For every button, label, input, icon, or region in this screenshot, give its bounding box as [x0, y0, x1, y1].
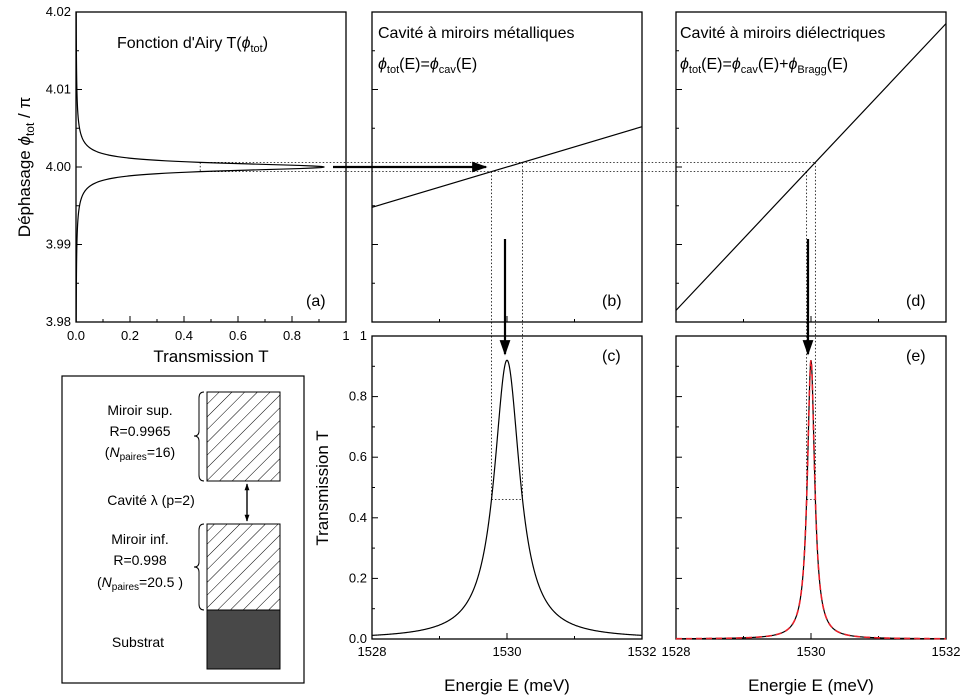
dielectric-title: Cavité à miroirs diélectriques [680, 25, 885, 42]
panel-e-frame [675, 335, 947, 640]
x-axis-label-a: Transmission T [153, 347, 268, 366]
y-tick-label: 0.2 [349, 570, 367, 585]
x-tick-label: 1528 [662, 644, 691, 659]
top-mirror-pairs: (Npaires=16) [105, 444, 175, 463]
top-mirror-label: Miroir sup. [107, 402, 172, 418]
panel-label-a: (a) [306, 293, 326, 310]
x-tick-label: 1528 [358, 644, 387, 659]
airy-curve [75, 12, 325, 322]
bottom-brace [193, 523, 205, 611]
y-tick-label: 4.02 [46, 4, 71, 19]
cavity-label: Cavité λ (p=2) [107, 492, 195, 508]
x-tick-label: 0.2 [121, 328, 139, 343]
panel-label-c: (c) [602, 348, 621, 365]
y-tick-label: 3.98 [46, 314, 71, 329]
x-tick-label: 1530 [797, 644, 826, 659]
y-tick-label: 0.4 [349, 510, 367, 525]
y-tick-label: 4.00 [46, 159, 71, 174]
dielectric-formula: ϕtot(E)=ϕcav(E)+ϕBragg(E) [680, 56, 848, 76]
fit-curve-e [675, 360, 947, 640]
x-axis-label-e: Energie E (meV) [748, 676, 874, 695]
axis-ticks [75, 11, 947, 640]
y-tick-label: 4.01 [46, 82, 71, 97]
panel-label-e: (e) [906, 348, 926, 365]
top-brace [193, 391, 205, 482]
top-mirror-reflectivity: R=0.9965 [109, 423, 170, 439]
x-axis-label-c: Energie E (meV) [444, 676, 570, 695]
airy-title: Fonction d'Airy T(ϕtot) [117, 35, 268, 55]
diagram-frame [61, 375, 305, 684]
x-tick-label: 1532 [628, 644, 657, 659]
x-tick-label: 0.0 [67, 328, 85, 343]
x-tick-label: 0.4 [175, 328, 193, 343]
cavity-diagram: Miroir sup. R=0.9965 (Npaires=16) Cavité… [61, 375, 305, 684]
transmission-curve-c [371, 359, 643, 636]
x-tick-label: 0.6 [229, 328, 247, 343]
phase-line-b [371, 126, 643, 208]
data-curves [75, 12, 947, 640]
guide-lines [199, 161, 816, 501]
substrate-label: Substrat [112, 634, 164, 650]
x-tick-label: 0.8 [283, 328, 301, 343]
metallic-formula: ϕtot(E)=ϕcav(E) [378, 56, 477, 76]
y-tick-label: 0.0 [349, 631, 367, 646]
panel-label-d: (d) [906, 293, 926, 310]
x-tick-label: 1 [342, 328, 349, 343]
phase-line-d [675, 23, 947, 311]
substrate [206, 609, 281, 670]
y-tick-label: 0.6 [349, 449, 367, 464]
panel-c-frame [371, 335, 643, 640]
y-tick-label: 1 [360, 328, 367, 343]
y-axis-label-a: Déphasage ϕtot / π [15, 97, 37, 237]
y-tick-label: 3.99 [46, 237, 71, 252]
bottom-mirror-label: Miroir inf. [111, 531, 169, 547]
panel-a-frame [75, 11, 347, 323]
y-tick-label: 0.8 [349, 389, 367, 404]
top-mirror [206, 391, 281, 482]
y-axis-label-c: Transmission T [313, 430, 332, 545]
x-tick-label: 1530 [493, 644, 522, 659]
bottom-mirror-reflectivity: R=0.998 [113, 552, 167, 568]
x-tick-label: 1532 [932, 644, 961, 659]
bottom-mirror [206, 523, 281, 611]
bottom-mirror-pairs: (Npaires=20.5 ) [97, 574, 183, 593]
metallic-title: Cavité à miroirs métalliques [378, 25, 575, 42]
panel-label-b: (b) [602, 293, 622, 310]
tick-labels: 0.0 0.2 0.4 0.6 0.8 1 3.98 3.99 4.00 4.01 4.02 1528… [46, 4, 961, 659]
